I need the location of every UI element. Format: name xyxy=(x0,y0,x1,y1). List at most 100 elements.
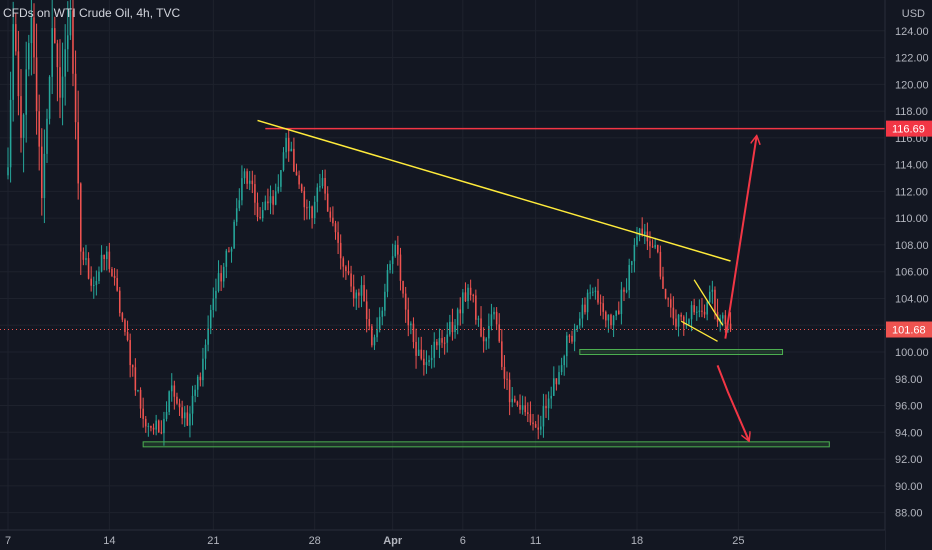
candle-body xyxy=(529,414,532,423)
candle-body xyxy=(625,290,628,292)
candle-body xyxy=(248,180,251,184)
candle-body xyxy=(506,378,508,380)
candle-body xyxy=(477,318,480,320)
candle-body xyxy=(69,10,72,36)
candle-body xyxy=(165,412,168,419)
resistance-price-badge[interactable] xyxy=(886,120,932,137)
price-tick-label: 100.00 xyxy=(895,347,929,359)
candle-body xyxy=(721,315,724,319)
bullish-arrow[interactable] xyxy=(724,137,756,339)
candle-body xyxy=(222,266,225,282)
candle-body xyxy=(412,323,415,342)
candle-body xyxy=(594,290,597,292)
candle-body xyxy=(365,301,368,320)
candle-body xyxy=(394,244,397,257)
candle-body xyxy=(163,418,165,434)
candle-body xyxy=(77,122,79,184)
candle-body xyxy=(688,319,690,325)
candle-body xyxy=(446,334,449,343)
candle-body xyxy=(485,338,488,342)
candle-body xyxy=(706,302,708,315)
candle-body xyxy=(490,314,493,327)
candle-body xyxy=(514,398,516,402)
support-zone[interactable] xyxy=(142,441,830,448)
time-axis-panel[interactable] xyxy=(0,530,885,550)
candle-body xyxy=(194,389,196,396)
candle-body xyxy=(238,200,241,209)
candle-body xyxy=(555,378,558,385)
candle-body xyxy=(469,287,472,295)
candle-body xyxy=(527,412,529,415)
candle-body xyxy=(246,171,248,184)
resistance-price-label: 116.69 xyxy=(892,124,925,136)
price-axis-panel[interactable] xyxy=(885,0,932,550)
candle-body xyxy=(605,311,607,321)
descending-trendline[interactable] xyxy=(257,119,731,262)
candle-body xyxy=(698,310,701,312)
candle-body xyxy=(282,152,285,171)
candle-body xyxy=(293,148,295,172)
candle-body xyxy=(157,420,160,433)
candle-body xyxy=(703,311,706,315)
candle-body xyxy=(410,323,412,326)
candle-body xyxy=(48,76,51,119)
candle-body xyxy=(708,291,711,303)
candle-body xyxy=(612,315,615,326)
candle-body xyxy=(389,264,391,271)
candle-body xyxy=(503,366,506,379)
bearish-arrow[interactable] xyxy=(716,365,749,440)
candle-body xyxy=(656,244,659,252)
candle-body xyxy=(321,178,324,187)
candle-body xyxy=(602,303,604,312)
candle-body xyxy=(521,405,524,410)
price-tick-label: 106.00 xyxy=(895,267,929,279)
triangle-lower-line[interactable] xyxy=(680,320,718,342)
candle-body xyxy=(417,349,420,356)
candle-body xyxy=(352,286,355,299)
candle-body xyxy=(714,289,716,312)
candle-body xyxy=(682,316,685,326)
candle-body xyxy=(456,309,459,326)
candle-body xyxy=(532,422,534,425)
candle-body xyxy=(693,305,695,313)
candle-body xyxy=(498,324,501,342)
candle-body xyxy=(111,268,113,276)
candle-body xyxy=(178,403,181,408)
currency-label[interactable]: USD xyxy=(902,8,925,20)
candle-body xyxy=(9,99,12,168)
candle-body xyxy=(150,425,152,428)
price-tick-label: 124.00 xyxy=(895,26,929,38)
support-zone[interactable] xyxy=(579,348,784,355)
candle-body xyxy=(261,209,264,219)
triangle-upper-line[interactable] xyxy=(693,279,724,326)
candle-body xyxy=(51,28,53,77)
candle-body xyxy=(669,299,672,308)
price-tick-label: 94.00 xyxy=(895,427,923,439)
candle-body xyxy=(553,378,555,396)
candle-body xyxy=(228,250,230,252)
candle-body xyxy=(576,325,578,330)
candle-body xyxy=(168,391,170,413)
candle-body xyxy=(95,281,98,286)
candle-body xyxy=(230,248,233,252)
candle-body xyxy=(654,244,656,248)
candle-body xyxy=(186,412,189,426)
candle-body xyxy=(508,379,511,403)
candle-body xyxy=(215,290,217,299)
candle-body xyxy=(711,289,714,292)
candle-body xyxy=(620,289,623,315)
candle-body xyxy=(272,196,274,205)
candle-body xyxy=(615,310,617,316)
candle-body xyxy=(524,405,527,413)
candle-body xyxy=(633,244,636,262)
candle-body xyxy=(480,318,482,337)
price-tick-label: 110.00 xyxy=(895,213,928,225)
candle-body xyxy=(33,17,35,58)
candle-body xyxy=(360,285,363,296)
current-price-badge[interactable] xyxy=(886,321,932,338)
time-tick-label: 7 xyxy=(5,535,11,547)
candle-body xyxy=(79,183,82,252)
time-tick-label: 14 xyxy=(103,535,115,547)
